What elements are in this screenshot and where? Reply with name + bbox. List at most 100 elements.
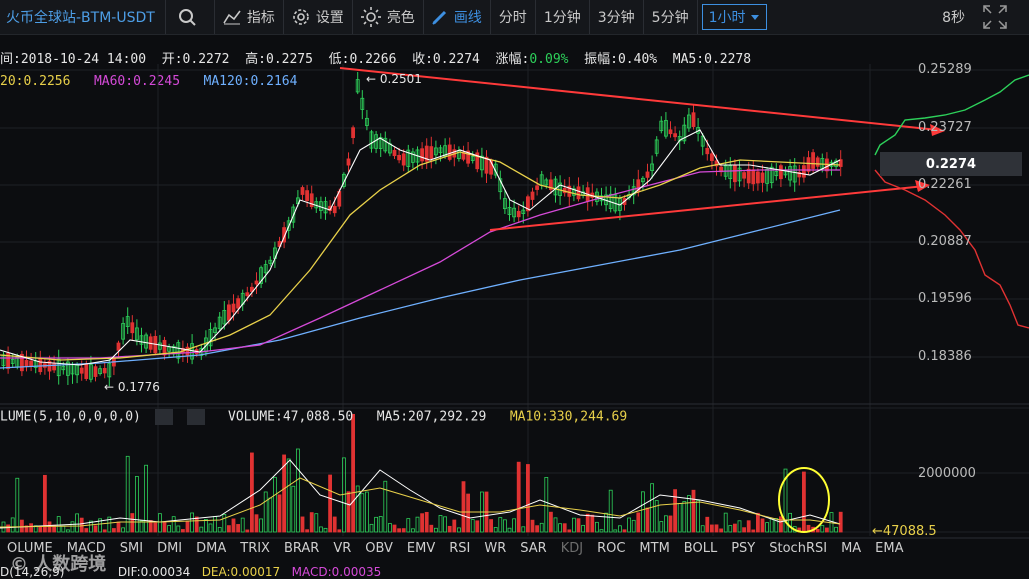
ma120-line (0, 209, 841, 369)
indicator-tab-dma[interactable]: DMA (196, 541, 227, 556)
macd-value: MACD:0.00035 (291, 565, 382, 579)
volume-bar (121, 527, 125, 533)
price-tick-0: 0.25289 (918, 62, 972, 77)
indicator-tab-sar[interactable]: SAR (520, 541, 547, 556)
volume-bar (572, 517, 576, 533)
candle-body (815, 157, 820, 167)
candle-body (231, 303, 236, 313)
sun-icon (360, 7, 381, 27)
candle-body (484, 156, 489, 174)
volume-bar (438, 515, 443, 533)
interval-0[interactable]: 分时 (491, 0, 536, 34)
indicator-tab-vr[interactable]: VR (333, 541, 352, 556)
indicator-tab-kdj[interactable]: KDJ (560, 541, 584, 556)
candle-body (245, 292, 250, 297)
price-tick-5: 0.18386 (918, 349, 972, 364)
settings-button[interactable]: 设置 (284, 0, 353, 34)
interval-select[interactable]: 1小时 (701, 4, 767, 30)
volume-bar (406, 518, 411, 533)
volume-bar (277, 494, 282, 533)
candle-body (360, 97, 365, 110)
indicator-tab-olume[interactable]: OLUME (7, 541, 53, 556)
indicator-tab-smi[interactable]: SMI (119, 541, 144, 556)
indicator-tab-psy[interactable]: PSY (731, 541, 756, 556)
ma120-value: MA120:0.2164 (203, 74, 298, 89)
candle-body (374, 134, 379, 149)
price-grid (0, 64, 1029, 536)
candle-body (6, 352, 10, 369)
search-button[interactable] (166, 0, 215, 34)
volume-value: VOLUME:47,088.50 (228, 409, 354, 425)
candle-body (838, 159, 843, 167)
indicator-tab-ma[interactable]: MA (841, 541, 862, 556)
candle-body (180, 347, 185, 354)
indicator-tab-emv[interactable]: EMV (406, 541, 436, 556)
ma-row: 20:0.2256 MA60:0.2245 MA120:0.2164 (0, 74, 297, 89)
candle-body (378, 137, 383, 149)
candle-body (710, 153, 714, 162)
volume-bar (226, 525, 231, 533)
candle-body (222, 310, 227, 325)
candle-body (792, 165, 797, 183)
indicator-tab-obv[interactable]: OBV (365, 541, 393, 556)
draw-line-button[interactable]: 画线 (424, 0, 491, 34)
candle-body (746, 168, 751, 184)
candle-body (157, 342, 162, 350)
volume-bar (392, 524, 397, 533)
volume-bar (544, 477, 549, 533)
candle-body (217, 316, 222, 330)
candle-body (562, 187, 567, 194)
volume-bar (387, 523, 392, 533)
candle-body (291, 206, 296, 223)
candle-body (355, 79, 360, 93)
indicator-tab-trix[interactable]: TRIX (240, 541, 270, 556)
candle-body (825, 158, 829, 172)
indicator-tab-rsi[interactable]: RSI (449, 541, 471, 556)
indicator-tab-brar[interactable]: BRAR (283, 541, 320, 556)
indicator-tab-wr[interactable]: WR (484, 541, 507, 556)
indicator-button[interactable]: 指标 (215, 0, 284, 34)
volume-settings-icon[interactable] (154, 409, 173, 425)
volume-bar (774, 518, 779, 533)
theme-button[interactable]: 亮色 (353, 0, 424, 34)
market-title[interactable]: 火币全球站-BTM-USDT (0, 0, 166, 34)
indicator-tab-roc[interactable]: ROC (597, 541, 626, 556)
watermark-icon: © (10, 554, 28, 575)
indicator-tab-ema[interactable]: EMA (875, 541, 904, 556)
interval-2[interactable]: 3分钟 (590, 0, 644, 34)
volume-bar (673, 489, 677, 533)
volume-bar (595, 521, 599, 533)
volume-bar (613, 529, 618, 533)
candle-body (153, 335, 158, 354)
high-marker: ← 0.2501 (366, 72, 422, 86)
volume-bar (89, 520, 93, 533)
volume-close-icon[interactable] (186, 409, 205, 425)
volume-bar (199, 526, 204, 533)
candle-body (742, 172, 746, 179)
candle-body (659, 120, 664, 132)
volume-bar (723, 512, 728, 533)
indicator-tab-boll[interactable]: BOLL (683, 541, 718, 556)
interval-3[interactable]: 5分钟 (644, 0, 698, 34)
volume-bar (19, 519, 24, 533)
volume-ma5: MA5:207,292.29 (376, 409, 487, 425)
ma5-line (0, 129, 841, 366)
interval-1[interactable]: 1分钟 (536, 0, 590, 34)
volume-bar (820, 525, 825, 533)
candle-body (318, 201, 323, 211)
volume-bar (705, 516, 710, 533)
indicator-tab-macd[interactable]: MACD (66, 541, 106, 556)
volume-ma10-line (0, 477, 841, 528)
candle-body (452, 149, 457, 158)
indicator-tab-mtm[interactable]: MTM (639, 541, 670, 556)
candle-body (52, 363, 56, 371)
candle-body (125, 316, 130, 327)
candle-body (774, 171, 779, 177)
volume-bar (364, 491, 369, 533)
volume-bar (369, 523, 374, 533)
volume-bar (710, 524, 714, 533)
volume-bar (447, 525, 452, 533)
fullscreen-button[interactable] (981, 3, 1009, 35)
indicator-tab-dmi[interactable]: DMI (157, 541, 183, 556)
indicator-tab-stochrsi[interactable]: StochRSI (769, 541, 828, 556)
